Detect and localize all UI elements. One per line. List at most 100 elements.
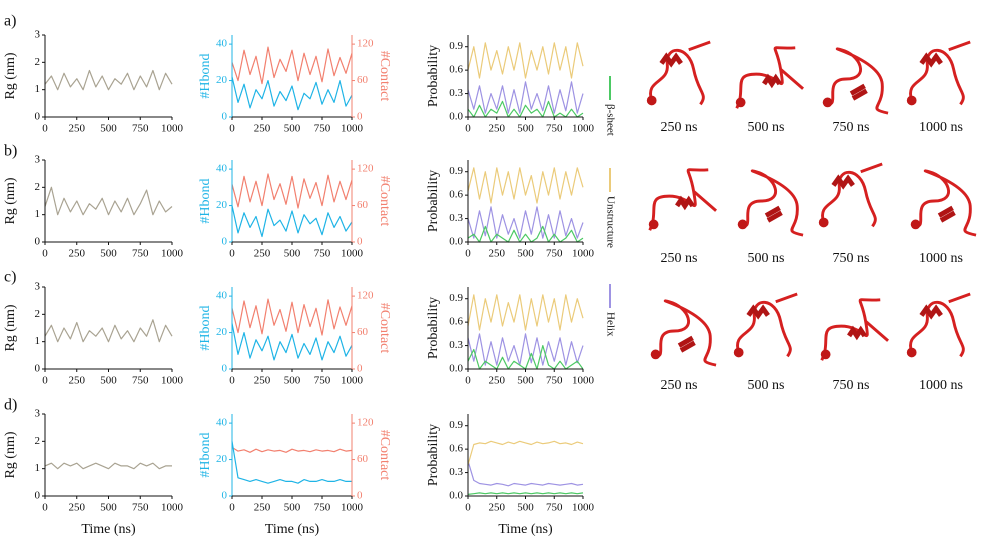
series-line	[467, 42, 584, 79]
y-axis-label: Probability	[426, 297, 441, 359]
snapshot-label: 750 ns	[833, 120, 870, 135]
x-tick-label: 500	[100, 502, 117, 514]
x-tick-label: 1000	[341, 502, 364, 514]
x-tick-label: 250	[254, 123, 271, 135]
y-tick-label: 0.0	[449, 111, 463, 123]
panel-label: d)	[4, 397, 17, 414]
y-axis-label: #Hbond	[198, 305, 213, 350]
x-tick-label: 250	[69, 375, 86, 387]
snapshot-label: 1000 ns	[919, 378, 963, 393]
x-tick-label: 500	[100, 248, 117, 260]
y-tick-label: 0	[222, 236, 228, 248]
snapshot-label: 500 ns	[748, 120, 785, 135]
y-tick-label: 0	[35, 490, 41, 502]
y-tick-label: 40	[216, 38, 228, 50]
x-tick-label: 250	[254, 248, 271, 260]
x-axis-label: Time (ns)	[498, 522, 553, 537]
x-tick-label: 750	[314, 248, 331, 260]
x-tick-label: 0	[42, 248, 48, 260]
x-tick-label: 250	[489, 502, 506, 514]
x-tick-label: 500	[100, 123, 117, 135]
series-line	[467, 492, 584, 495]
legend-label: Unstructure	[604, 196, 616, 248]
y-tick-label: 0	[35, 363, 41, 375]
series-line	[231, 205, 353, 238]
y-tick-label: 0.3	[449, 339, 463, 351]
legend-label: β-sheet	[604, 104, 616, 136]
series-line	[231, 441, 352, 484]
y2-tick-label: 0	[357, 490, 363, 502]
y-axis-label: Probability	[426, 45, 441, 107]
y-tick-label: 0	[35, 111, 41, 123]
series-line	[467, 294, 584, 331]
series-line	[231, 46, 353, 85]
y2-tick-label: 0	[357, 111, 363, 123]
series-line	[231, 323, 353, 361]
x-tick-label: 1000	[341, 248, 364, 260]
series-line	[467, 460, 584, 487]
series-line	[467, 225, 584, 243]
x-tick-label: 500	[284, 248, 301, 260]
series-line	[44, 462, 172, 470]
y2-axis-label: #Contact	[377, 176, 392, 227]
x-tick-label: 750	[546, 248, 563, 260]
y-tick-label: 2	[35, 56, 41, 68]
y2-tick-label: 60	[357, 326, 369, 338]
y-axis-label: Rg (nm)	[3, 431, 18, 478]
x-tick-label: 500	[284, 123, 301, 135]
x-tick-label: 750	[132, 375, 149, 387]
y-axis-label: #Hbond	[198, 432, 213, 477]
x-tick-label: 1000	[572, 248, 595, 260]
x-tick-label: 0	[42, 502, 48, 514]
y-tick-label: 0	[35, 236, 41, 248]
x-tick-label: 1000	[161, 123, 184, 135]
y-tick-label: 0	[222, 363, 228, 375]
y-axis-label: Rg (nm)	[3, 52, 18, 99]
y-tick-label: 1	[35, 462, 41, 474]
x-tick-label: 0	[465, 123, 471, 135]
y-tick-label: 0.6	[449, 64, 463, 76]
y-tick-label: 20	[216, 326, 228, 338]
y2-axis-label: #Contact	[377, 51, 392, 102]
snapshot-label: 750 ns	[833, 378, 870, 393]
series-line	[467, 440, 584, 465]
y-tick-label: 0.9	[449, 292, 463, 304]
y2-tick-label: 120	[357, 290, 374, 302]
x-tick-label: 250	[489, 375, 506, 387]
y-tick-label: 1	[35, 208, 41, 220]
y-axis-label: #Hbond	[198, 53, 213, 98]
x-tick-label: 500	[517, 123, 534, 135]
y-tick-label: 0	[222, 111, 228, 123]
x-tick-label: 0	[229, 375, 235, 387]
snapshot-label: 750 ns	[833, 251, 870, 266]
y-tick-label: 3	[35, 281, 41, 293]
x-tick-label: 0	[465, 502, 471, 514]
legend-label: Helix	[604, 312, 616, 337]
x-tick-label: 0	[229, 123, 235, 135]
y-tick-label: 3	[35, 29, 41, 41]
y2-tick-label: 120	[357, 417, 374, 429]
y-tick-label: 40	[216, 290, 228, 302]
x-tick-label: 750	[314, 375, 331, 387]
y-tick-label: 0.6	[449, 316, 463, 328]
x-tick-label: 0	[229, 502, 235, 514]
x-tick-label: 500	[284, 502, 301, 514]
x-tick-label: 250	[489, 248, 506, 260]
y-tick-label: 0.0	[449, 363, 463, 375]
y-tick-label: 0	[222, 490, 228, 502]
x-tick-label: 750	[546, 502, 563, 514]
x-tick-label: 250	[254, 375, 271, 387]
y-tick-label: 0.3	[449, 466, 463, 478]
series-line	[467, 333, 584, 366]
y2-tick-label: 0	[357, 236, 363, 248]
series-line	[44, 319, 173, 343]
x-tick-label: 0	[229, 248, 235, 260]
x-tick-label: 1000	[572, 502, 595, 514]
y-tick-label: 2	[35, 181, 41, 193]
y2-tick-label: 60	[357, 74, 369, 86]
y-axis-label: Probability	[426, 170, 441, 232]
series-line	[467, 167, 584, 204]
y2-tick-label: 120	[357, 38, 374, 50]
y-tick-label: 40	[216, 163, 228, 175]
x-tick-label: 250	[254, 502, 271, 514]
